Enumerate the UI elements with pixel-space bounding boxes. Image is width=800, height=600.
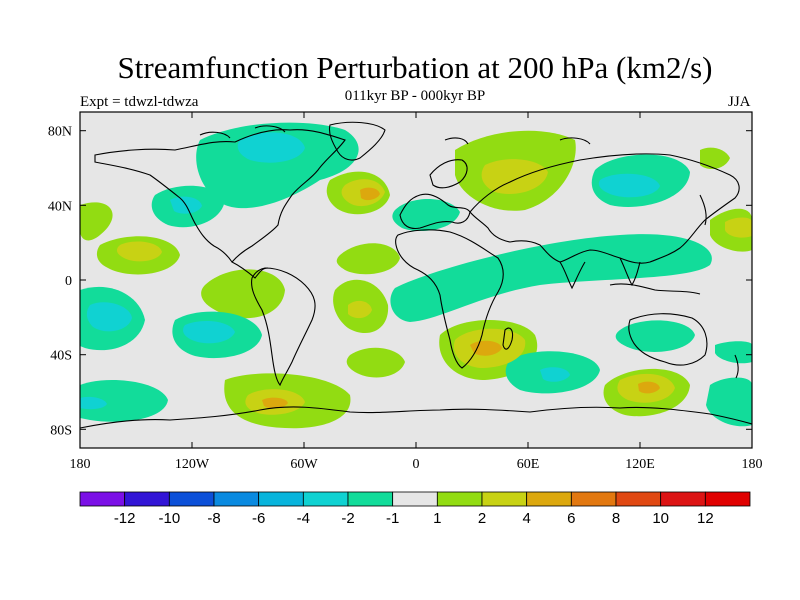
contour-blob [237, 132, 305, 163]
contour-blob [346, 347, 405, 378]
lon-label: 180 [70, 457, 91, 472]
coast-greenland [328, 121, 386, 161]
contour-blob [598, 173, 660, 198]
colorbar-label: -12 [114, 510, 136, 527]
contour-blob [86, 302, 132, 332]
colorbar-label: 4 [522, 510, 530, 527]
lat-ticks [80, 130, 752, 430]
lon-label: 0 [413, 457, 420, 472]
lon-label: 120W [175, 457, 210, 472]
coast-indonesia [609, 283, 701, 295]
contour-blob [481, 159, 548, 194]
contour-blob [470, 340, 502, 356]
contour-blob [201, 269, 285, 319]
colorbar-label: -2 [341, 510, 354, 527]
lat-label: 80S [50, 423, 72, 438]
lon-label: 180 [742, 457, 763, 472]
lat-label: 40S [50, 349, 72, 364]
coast-asia [469, 153, 740, 264]
experiment-label: Expt = tdwzl-tdwza [80, 94, 199, 110]
colorbar-swatch [392, 491, 438, 507]
lon-ticks [79, 112, 753, 448]
colorbar-swatch [168, 491, 215, 507]
colorbar-label: -6 [252, 510, 265, 527]
contour-blob [392, 198, 460, 232]
coast-south-america [251, 267, 316, 387]
colorbar-swatch [436, 491, 483, 507]
colorbar: -12 -10 -8 -6 -4 -2 -1 1 2 4 6 8 10 12 [79, 491, 751, 527]
lat-label: 40N [48, 199, 72, 214]
colorbar-swatch [526, 491, 572, 507]
season-label: JJA [728, 94, 751, 110]
contour-blob [700, 147, 730, 170]
colorbar-swatch [660, 491, 706, 507]
contour-blob [183, 320, 235, 344]
lon-labels: 180 120W 60W 0 60E 120E 180 [70, 457, 763, 472]
contour-blob [540, 367, 570, 382]
coast-new-zealand [734, 354, 739, 379]
contour-blob [638, 381, 660, 394]
coast-arctic-islands [199, 125, 591, 145]
contour-blob [348, 300, 372, 319]
colorbar-label: 2 [478, 510, 486, 527]
contour-blob [262, 397, 288, 409]
colorbar-label: 8 [612, 510, 620, 527]
colorbar-label: -1 [386, 510, 399, 527]
colorbar-swatch [213, 491, 260, 507]
coast-madagascar [502, 327, 514, 350]
plot-subtitle: 011kyr BP - 000kyr BP [344, 88, 486, 104]
colorbar-swatch [258, 491, 304, 507]
lon-label: 60E [517, 457, 540, 472]
coast-north-america [94, 129, 346, 263]
lat-label: 80N [48, 125, 72, 140]
contour-blob [80, 380, 168, 422]
coast-australia [628, 313, 708, 366]
contour-blob [715, 341, 752, 364]
lat-labels: 80N 40N 0 40S 80S [48, 125, 72, 439]
coast-scandinavia [429, 159, 468, 189]
contour-blob [706, 377, 752, 427]
colorbar-swatch [347, 491, 394, 507]
colorbar-label: -10 [158, 510, 180, 527]
contour-blob [116, 241, 162, 262]
contour-blob [725, 217, 752, 238]
colorbar-swatch [570, 491, 617, 507]
coast-japan [699, 194, 707, 226]
contour-fills [80, 122, 752, 429]
coast-africa [395, 229, 504, 369]
coast-india [559, 261, 586, 290]
colorbar-swatch [615, 491, 662, 507]
contour-blob [390, 234, 712, 322]
lon-label: 60W [290, 457, 318, 472]
colorbar-swatch [481, 491, 528, 507]
lon-label: 120E [625, 457, 655, 472]
colorbar-label: -8 [207, 510, 220, 527]
contour-blob [196, 122, 359, 209]
contour-blob [615, 320, 695, 352]
colorbar-swatch [302, 491, 349, 507]
colorbar-label: 6 [567, 510, 575, 527]
contour-blob [336, 243, 400, 275]
coast-antarctica [80, 406, 752, 429]
contour-blob [360, 187, 380, 201]
colorbar-label: 10 [652, 510, 669, 527]
contour-blob [80, 202, 113, 241]
colorbar-swatch [79, 491, 126, 507]
coast-central-america [231, 261, 269, 279]
coastlines [80, 121, 752, 429]
contour-blob [80, 396, 107, 410]
colorbar-label: 12 [697, 510, 714, 527]
colorbar-label: -4 [297, 510, 310, 527]
colorbar-label: 1 [433, 510, 441, 527]
lat-label: 0 [65, 274, 72, 289]
plot-title: Streamfunction Perturbation at 200 hPa (… [117, 50, 713, 85]
colorbar-swatch [704, 491, 751, 507]
colorbar-swatch [124, 491, 170, 507]
